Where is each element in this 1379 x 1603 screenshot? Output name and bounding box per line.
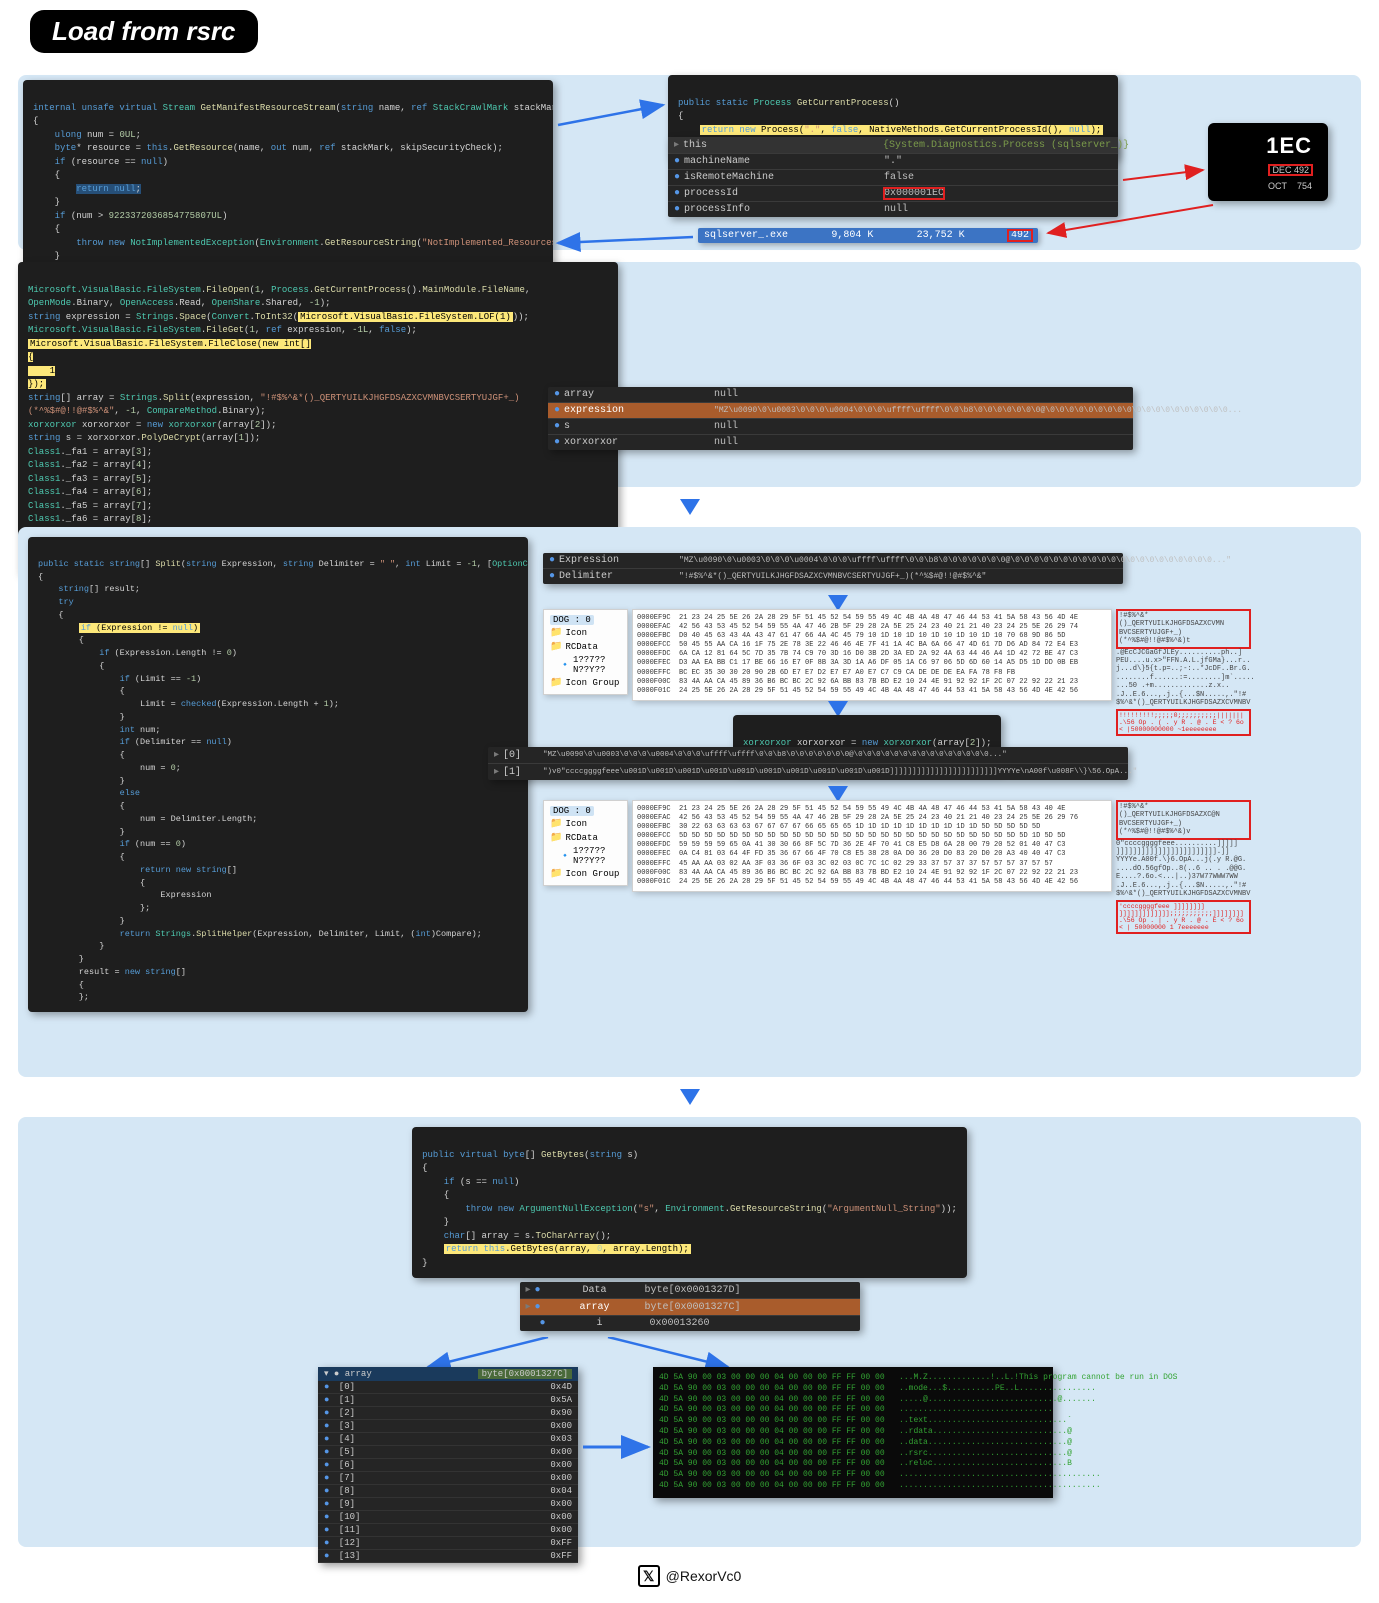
debug-vars-table: ●arraynull ●expression"MZ\u0090\0\u0003\… — [548, 387, 1133, 450]
section-3: public static string[] Split(string Expr… — [18, 527, 1361, 1077]
flow-arrow-1 — [680, 499, 700, 515]
flow-arrow-2 — [680, 1089, 700, 1105]
resource-tree-1: DOG : 0 Icon RCData 1??7??N??Y?? Icon Gr… — [543, 609, 628, 695]
hex2-note: 'ccccggggfeee ]]]]]]]] ]]]]]]]]]]]]];;;;… — [1116, 900, 1251, 934]
hex2-ascii-rest: 0"ccccggggfeee..........]]]]] ]]]]]]]]]]… — [1116, 840, 1251, 899]
debug-arr01: ▸[0]"MZ\u0090\0\u0003\0\0\0\u0004\0\0\0\… — [488, 747, 1128, 780]
title-badge: Load from rsrc — [30, 10, 258, 53]
process-pid: 492 — [1008, 230, 1032, 241]
section-2: Microsoft.VisualBasic.FileSystem.FileOpe… — [18, 262, 1361, 487]
footer: 𝕏 @RexorVc0 — [0, 1565, 1379, 1587]
proc-this-value: {System.Diagnostics.Process (sqlserver_)… — [883, 140, 1129, 151]
hex-calc-box: 1EC DEC 492 OCT 754 — [1208, 123, 1328, 201]
hex1-ascii-rest: .@EcCJCGaGfJLEy..........ph..] PEU....u.… — [1116, 649, 1251, 708]
hex-dump-2: 0000EF9C 21 23 24 25 5E 26 2A 28 29 5F 5… — [632, 800, 1112, 892]
hex1-note: !!!!!!!!!;;;;;0;;;;;;;;;;||||||| .\56 Op… — [1116, 709, 1251, 736]
hex-dump-1: 0000EF9C 21 23 24 25 5E 26 2A 28 29 5F 5… — [632, 609, 1112, 701]
hex1-ascii-red: !#$%^&*()_QERTYUILKJHGFDSAZXCVMN BVCSERT… — [1116, 609, 1251, 649]
debug-process-table: ▸ this {System.Diagnostics.Process (sqls… — [668, 137, 1118, 217]
code-getbytes: public virtual byte[] GetBytes(string s)… — [412, 1127, 967, 1278]
pe-hex-dump: 4D 5A 90 00 03 00 00 00 04 00 00 00 FF F… — [653, 1367, 1053, 1498]
footer-handle: @RexorVc0 — [666, 1568, 742, 1584]
x-icon: 𝕏 — [638, 1565, 660, 1587]
code-split: public static string[] Split(string Expr… — [28, 537, 528, 1012]
debug-expr-table: ●Expression"MZ\u0090\0\u0003\0\0\0\u0004… — [543, 553, 1123, 584]
section-4: public virtual byte[] GetBytes(string s)… — [18, 1117, 1361, 1547]
byte-array-table: ▾ ● arraybyte[0x0001327C]● [0]0x4D● [1]0… — [318, 1367, 578, 1563]
process-bar: sqlserver_.exe 9,804 K 23,752 K 492 — [698, 228, 1038, 243]
resource-tree-2: DOG : 0 Icon RCData 1??7??N??Y?? Icon Gr… — [543, 800, 628, 886]
hex2-ascii-red: !#$%^&*()_QERTYUILKJHGFDSAZXC@N BVCSERTY… — [1116, 800, 1251, 840]
processid-value: 0x000001EC — [884, 188, 944, 199]
debug-data-table: ▸●Databyte[0x0001327D] ▸●arraybyte[0x000… — [520, 1282, 860, 1331]
hex-big: 1EC — [1224, 133, 1312, 159]
proc-this-label: this — [683, 140, 883, 151]
section-1: internal unsafe virtual Stream GetManife… — [18, 75, 1361, 250]
